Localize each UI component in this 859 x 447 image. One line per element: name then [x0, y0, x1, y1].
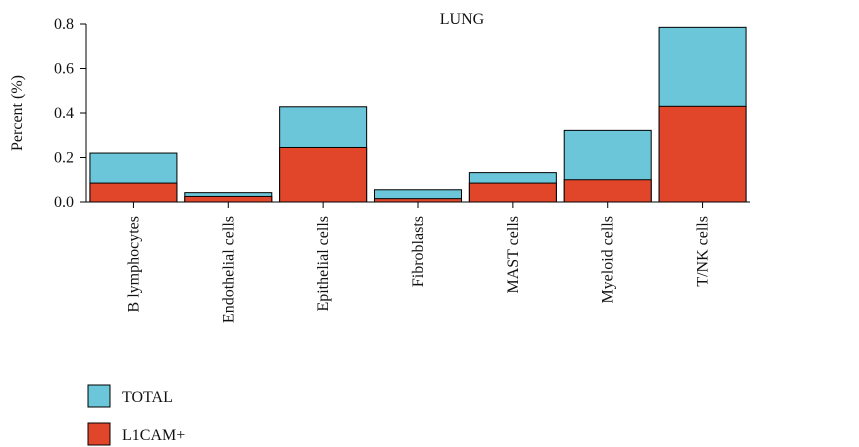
x-tick-label-epithelial-cells: Epithelial cells [315, 216, 332, 312]
bar-l1cam-endothelial-cells [184, 195, 273, 203]
bar-l1cam-myeloid-cells [563, 179, 652, 203]
legend-swatch-total [87, 384, 111, 408]
x-tick-label-myeloid-cells: Myeloid cells [600, 216, 617, 304]
bar-l1cam-t-nk-cells [658, 105, 747, 203]
y-tick-label: 0.4 [54, 105, 74, 122]
legend-swatch-l1cam [87, 422, 111, 446]
y-tick-label: 0.6 [54, 61, 74, 78]
bars [89, 26, 747, 203]
legend-label-total: TOTAL [122, 389, 173, 406]
x-tick-label-mast-cells: MAST cells [505, 216, 522, 293]
y-axis-label: Percent (%) [9, 75, 26, 151]
y-axis: 0.0 0.2 0.4 0.6 0.8 [54, 16, 87, 211]
x-tick-label-endothelial-cells: Endothelial cells [220, 216, 237, 323]
bar-l1cam-epithelial-cells [279, 146, 368, 203]
bar-l1cam-b-lymphocytes [89, 182, 178, 203]
x-tick-label-t-nk-cells: T/NK cells [695, 216, 712, 287]
bar-l1cam-fibroblasts [374, 198, 462, 203]
chart-title: LUNG [440, 11, 485, 28]
legend-label-l1cam: L1CAM+ [122, 427, 185, 444]
x-tick-label-b-lymphocytes: B lymphocytes [125, 216, 142, 312]
legend: TOTAL L1CAM+ [87, 384, 185, 446]
y-tick-label: 0.0 [54, 194, 74, 211]
x-axis: B lymphocytes Endothelial cells Epithelial… [86, 201, 750, 323]
y-tick-label: 0.8 [54, 16, 74, 33]
x-tick-label-fibroblasts: Fibroblasts [410, 216, 427, 287]
y-tick-label: 0.2 [54, 150, 74, 167]
bar-l1cam-mast-cells [468, 182, 557, 203]
